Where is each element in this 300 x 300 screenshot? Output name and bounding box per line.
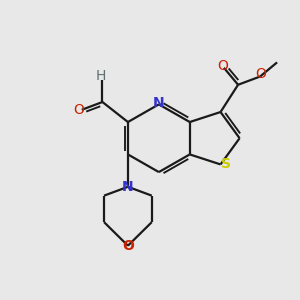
Text: O: O bbox=[122, 239, 134, 253]
Text: O: O bbox=[217, 59, 228, 73]
Text: N: N bbox=[122, 180, 134, 194]
Text: H: H bbox=[96, 69, 106, 83]
Text: O: O bbox=[74, 103, 84, 117]
Text: N: N bbox=[153, 96, 165, 110]
Text: S: S bbox=[221, 158, 231, 171]
Text: O: O bbox=[256, 67, 266, 81]
